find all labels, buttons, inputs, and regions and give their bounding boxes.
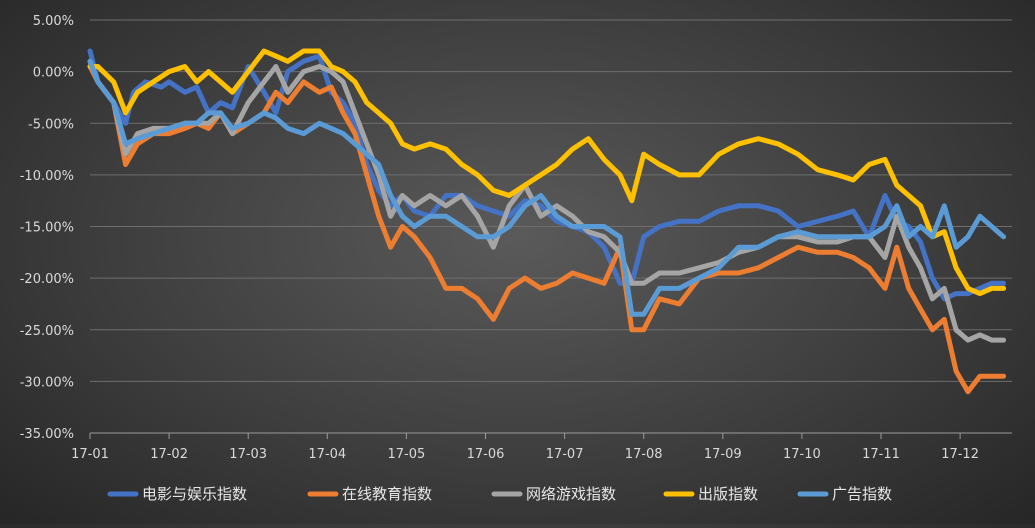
x-tick-label: 17-11 (862, 447, 900, 462)
y-tick-label: 0.00% (33, 66, 74, 81)
series-line (87, 58, 1007, 317)
y-tick-label: -35.00% (20, 427, 74, 442)
x-tick-label: 17-02 (150, 447, 188, 462)
legend-label: 广告指数 (832, 485, 892, 503)
series-line (87, 48, 1007, 297)
legend: 电影与娱乐指数 在线教育指数 网络游戏指数 出版指数 广告指数 (107, 485, 892, 503)
x-tick-label: 17-03 (229, 447, 267, 462)
legend-label: 在线教育指数 (342, 485, 432, 503)
legend-label: 网络游戏指数 (526, 485, 616, 503)
series-group (87, 48, 1007, 395)
x-tick-label: 17-05 (388, 447, 426, 462)
series-line (87, 48, 1007, 302)
y-tick-label: 5.00% (33, 14, 74, 29)
x-tick-label: 17-10 (783, 447, 821, 462)
x-tick-label: 17-06 (467, 447, 505, 462)
x-axis: 17-01 17-02 17-03 17-04 17-05 17-06 17-07 17-08… (71, 432, 1012, 462)
y-tick-label: -10.00% (20, 169, 74, 184)
x-tick-label: 17-09 (704, 447, 742, 462)
x-tick-label: 17-12 (941, 447, 979, 462)
y-tick-label: -30.00% (20, 375, 74, 390)
grid (90, 19, 1012, 382)
x-tick-label: 17-07 (546, 447, 584, 462)
x-tick-label: 17-01 (71, 447, 109, 462)
y-tick-label: -15.00% (20, 221, 74, 236)
legend-label: 出版指数 (698, 485, 758, 503)
x-tick-label: 17-08 (625, 447, 663, 462)
x-tick-label: 17-04 (308, 447, 346, 462)
y-tick-label: -25.00% (20, 324, 74, 339)
legend-label: 电影与娱乐指数 (142, 485, 247, 503)
y-axis: 5.00% 0.00% -5.00% -10.00% -15.00% -20.00% -25… (20, 14, 74, 442)
y-tick-label: -20.00% (20, 272, 74, 287)
y-tick-label: -5.00% (28, 117, 74, 132)
